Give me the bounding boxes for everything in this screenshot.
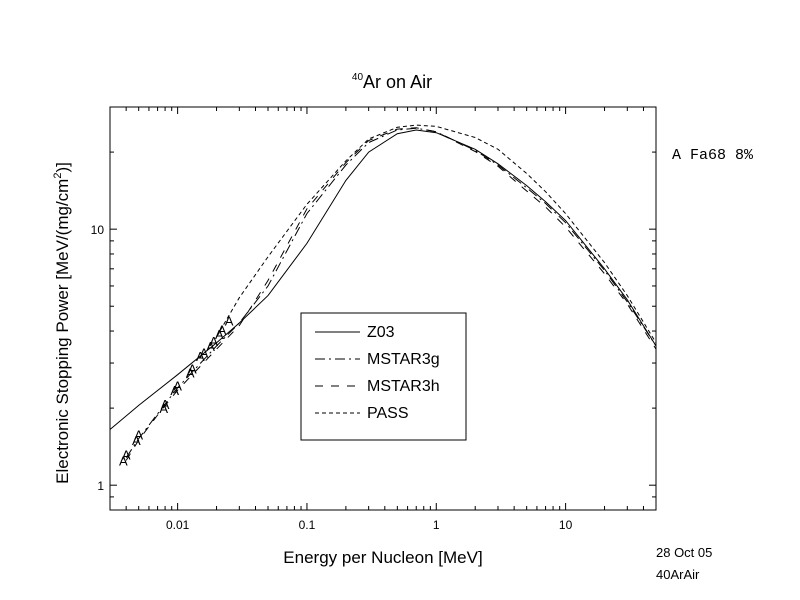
x-tick-label: 10 <box>559 518 573 532</box>
x-tick-label: 0.01 <box>166 518 190 532</box>
data-marker: A <box>200 345 209 360</box>
chart-title-superscript: 40 <box>352 72 364 83</box>
legend-box <box>300 312 467 441</box>
y-axis-label-main: Electronic Stopping Power [MeV/(mg/cm <box>53 179 72 484</box>
data-marker: A <box>209 334 218 349</box>
y-axis-label: Electronic Stopping Power [MeV/(mg/cm2)] <box>52 162 72 484</box>
y-axis: 1 10 <box>91 106 656 511</box>
x-tick-label: 0.1 <box>299 518 316 532</box>
data-marker: A <box>134 427 143 442</box>
series-layer <box>109 124 657 461</box>
data-marker: A <box>132 433 141 448</box>
data-marker: A <box>225 313 234 328</box>
data-marker: A <box>186 366 195 381</box>
y-tick-label: 1 <box>97 479 104 493</box>
chart-title: 40Ar on Air <box>352 72 432 92</box>
data-marker: A <box>161 397 170 412</box>
date-stamp: 28 Oct 05 <box>656 545 712 560</box>
x-axis: 0.01 0.1 1 10 <box>109 107 657 532</box>
data-marker: A <box>215 327 224 342</box>
data-marker: A <box>188 362 197 377</box>
data-marker: A <box>170 383 179 398</box>
right-annotation: A Fa68 8% <box>672 147 754 164</box>
data-marker: A <box>206 339 215 354</box>
legend: Z03 MSTAR3g MSTAR3h PASS <box>300 312 467 441</box>
series-line-pass <box>216 124 657 344</box>
series-line-z03 <box>109 129 657 430</box>
y-axis-label-superscript: 2 <box>52 173 64 179</box>
plot-area <box>109 106 657 511</box>
data-marker: A <box>122 447 131 462</box>
series-line-mstar3h <box>125 127 657 461</box>
legend-label-mstar3h: MSTAR3h <box>367 378 440 395</box>
data-marker: A <box>159 401 168 416</box>
legend-label-mstar3g: MSTAR3g <box>367 351 440 368</box>
file-name: 40ArAir <box>656 567 700 582</box>
data-marker: A <box>119 453 128 468</box>
legend-label-z03: Z03 <box>367 324 395 341</box>
chart-title-main: Ar on Air <box>363 72 432 92</box>
x-tick-label: 1 <box>433 518 440 532</box>
y-axis-label-end: )] <box>53 162 72 172</box>
data-marker: A <box>218 323 227 338</box>
data-marker: A <box>196 349 205 364</box>
legend-label-pass: PASS <box>367 405 409 422</box>
data-marker: A <box>173 379 182 394</box>
series-line-mstar3g <box>125 127 657 458</box>
x-axis-label: Energy per Nucleon [MeV] <box>283 548 482 567</box>
y-tick-label: 10 <box>91 223 105 237</box>
